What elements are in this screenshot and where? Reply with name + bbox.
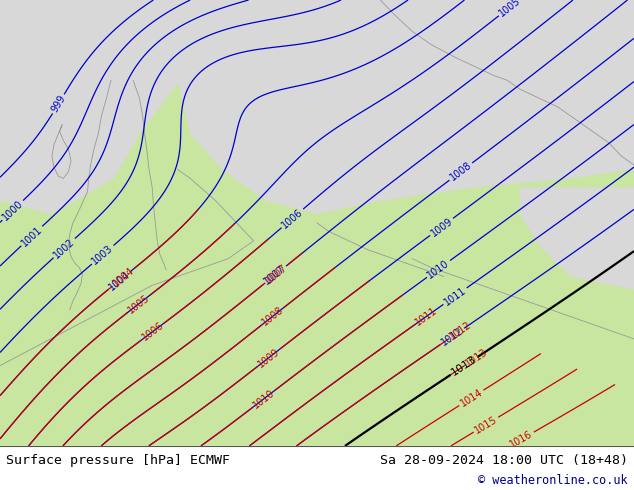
Polygon shape bbox=[520, 187, 634, 290]
Text: 1014: 1014 bbox=[458, 387, 484, 409]
Text: 1010: 1010 bbox=[425, 258, 451, 280]
Text: 1009: 1009 bbox=[429, 216, 455, 238]
Text: 1011: 1011 bbox=[442, 285, 468, 307]
Text: 1004: 1004 bbox=[111, 266, 136, 289]
Text: 1007: 1007 bbox=[262, 264, 288, 287]
Text: 1006: 1006 bbox=[139, 320, 165, 343]
Text: 1012: 1012 bbox=[439, 325, 465, 347]
Text: 1013: 1013 bbox=[450, 354, 479, 378]
Text: 1016: 1016 bbox=[508, 429, 534, 450]
Text: 1008: 1008 bbox=[448, 160, 474, 183]
Text: 1006: 1006 bbox=[280, 207, 305, 230]
Text: Surface pressure [hPa] ECMWF: Surface pressure [hPa] ECMWF bbox=[6, 454, 230, 466]
Text: 1010: 1010 bbox=[251, 388, 276, 410]
Text: 1009: 1009 bbox=[256, 346, 281, 369]
Text: 1015: 1015 bbox=[473, 414, 499, 435]
Text: 1005: 1005 bbox=[126, 293, 152, 316]
Text: 1004: 1004 bbox=[107, 269, 132, 292]
Polygon shape bbox=[139, 0, 634, 214]
Text: 1008: 1008 bbox=[260, 305, 285, 328]
Polygon shape bbox=[0, 0, 190, 214]
Text: 999: 999 bbox=[49, 94, 67, 114]
Text: 1012: 1012 bbox=[448, 319, 474, 342]
Text: 1002: 1002 bbox=[52, 236, 77, 260]
Text: 1003: 1003 bbox=[90, 243, 115, 267]
Text: © weatheronline.co.uk: © weatheronline.co.uk bbox=[478, 474, 628, 487]
Text: 1011: 1011 bbox=[414, 305, 439, 327]
Text: 1000: 1000 bbox=[1, 198, 25, 222]
Text: 1001: 1001 bbox=[20, 224, 44, 248]
Text: 1005: 1005 bbox=[497, 0, 523, 19]
Text: 1013: 1013 bbox=[463, 347, 489, 368]
Text: Sa 28-09-2024 18:00 UTC (18+48): Sa 28-09-2024 18:00 UTC (18+48) bbox=[380, 454, 628, 466]
Text: 1007: 1007 bbox=[264, 262, 289, 286]
